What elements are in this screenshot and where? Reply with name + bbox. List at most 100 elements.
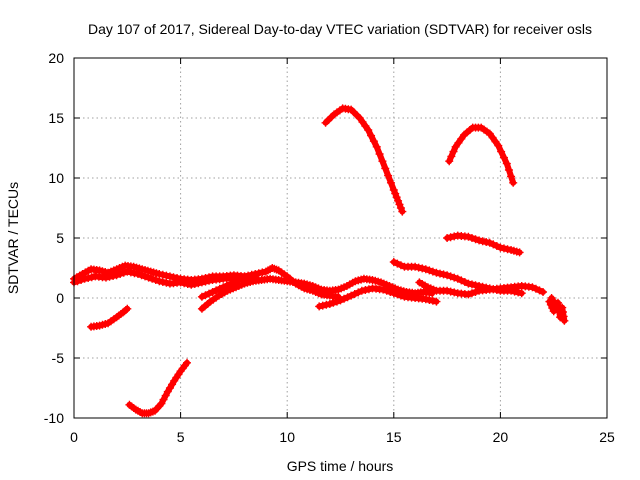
data-point (158, 270, 167, 279)
series-track-f (197, 264, 343, 301)
data-point (450, 232, 459, 241)
data-point (517, 289, 526, 298)
data-point (123, 304, 132, 313)
data-point (119, 268, 128, 277)
series-track-k (443, 231, 524, 257)
data-point (392, 193, 401, 202)
data-point (411, 262, 420, 271)
data-point (395, 200, 404, 209)
y-tick-label: 0 (56, 290, 64, 306)
x-tick-label: 0 (70, 429, 78, 445)
data-point (396, 291, 405, 300)
data-point (77, 276, 86, 284)
data-point (361, 286, 370, 294)
data-point (126, 268, 135, 277)
series-track-b (70, 267, 249, 289)
series-track-d (125, 358, 191, 418)
data-point (158, 278, 167, 286)
data-point (123, 267, 132, 276)
data-point (190, 280, 199, 288)
data-point (499, 244, 508, 253)
y-tick-label: -5 (52, 350, 65, 366)
x-axis-label: GPS time / hours (287, 458, 394, 474)
data-point (432, 297, 441, 306)
data-point (503, 245, 512, 254)
data-point (485, 238, 494, 247)
data-point (489, 240, 498, 249)
y-tick-label: -10 (44, 410, 64, 426)
data-point (315, 302, 324, 311)
data-point (381, 164, 390, 173)
series-track-m (545, 294, 569, 325)
data-point (471, 235, 480, 244)
y-tick-label: 20 (48, 50, 64, 66)
data-point (504, 166, 513, 174)
data-point (471, 288, 480, 296)
data-point (547, 294, 556, 302)
data-point (457, 276, 466, 285)
data-point (162, 278, 171, 287)
data-point (357, 286, 366, 295)
data-point (208, 288, 217, 296)
data-point (369, 137, 378, 146)
data-point (155, 270, 164, 278)
data-point (497, 147, 506, 156)
data-point (389, 258, 398, 266)
data-point (391, 189, 400, 198)
data-point (148, 274, 157, 283)
data-point (467, 289, 476, 298)
data-point (183, 280, 192, 288)
data-point (467, 280, 476, 289)
data-point (554, 306, 563, 315)
data-point (389, 186, 398, 194)
data-point (535, 286, 544, 295)
data-point (364, 285, 373, 294)
data-point (254, 269, 263, 278)
data-point (421, 265, 430, 274)
data-point (201, 291, 210, 300)
data-point (389, 289, 398, 298)
data-point (449, 147, 458, 156)
data-point (539, 288, 548, 296)
y-tick-label: 15 (48, 110, 64, 126)
data-point (212, 286, 221, 295)
data-point (428, 296, 437, 305)
data-point (112, 271, 121, 280)
data-point (460, 278, 469, 286)
series-track (322, 105, 406, 215)
data-point (375, 150, 384, 158)
data-point (492, 242, 501, 250)
data-point (105, 272, 114, 281)
data-point (155, 277, 164, 286)
data-point (446, 287, 455, 296)
data-point (350, 290, 359, 298)
data-point (151, 276, 160, 284)
data-point (109, 272, 118, 280)
data-point (496, 243, 505, 252)
data-point (87, 273, 96, 282)
data-point (425, 266, 434, 275)
data-point (332, 297, 341, 306)
data-point (205, 289, 214, 298)
data-point (101, 273, 110, 282)
x-tick-label: 25 (599, 429, 615, 445)
data-point (443, 234, 452, 242)
data-point (372, 142, 381, 151)
y-axis-label: SDTVAR / TECUs (5, 182, 21, 294)
data-point (393, 259, 402, 268)
data-point (560, 316, 569, 325)
data-point (180, 279, 189, 288)
data-point (482, 238, 491, 246)
data-point (141, 272, 150, 281)
data-point (432, 268, 441, 277)
data-point (80, 274, 89, 283)
x-tick-label: 20 (493, 429, 509, 445)
plot-frame (73, 57, 608, 419)
data-point (418, 264, 427, 273)
data-point (222, 281, 231, 290)
data-point (162, 271, 171, 280)
chart-title: Day 107 of 2017, Sidereal Day-to-day VTE… (88, 21, 592, 37)
data-point (450, 273, 459, 282)
data-point (453, 274, 462, 283)
